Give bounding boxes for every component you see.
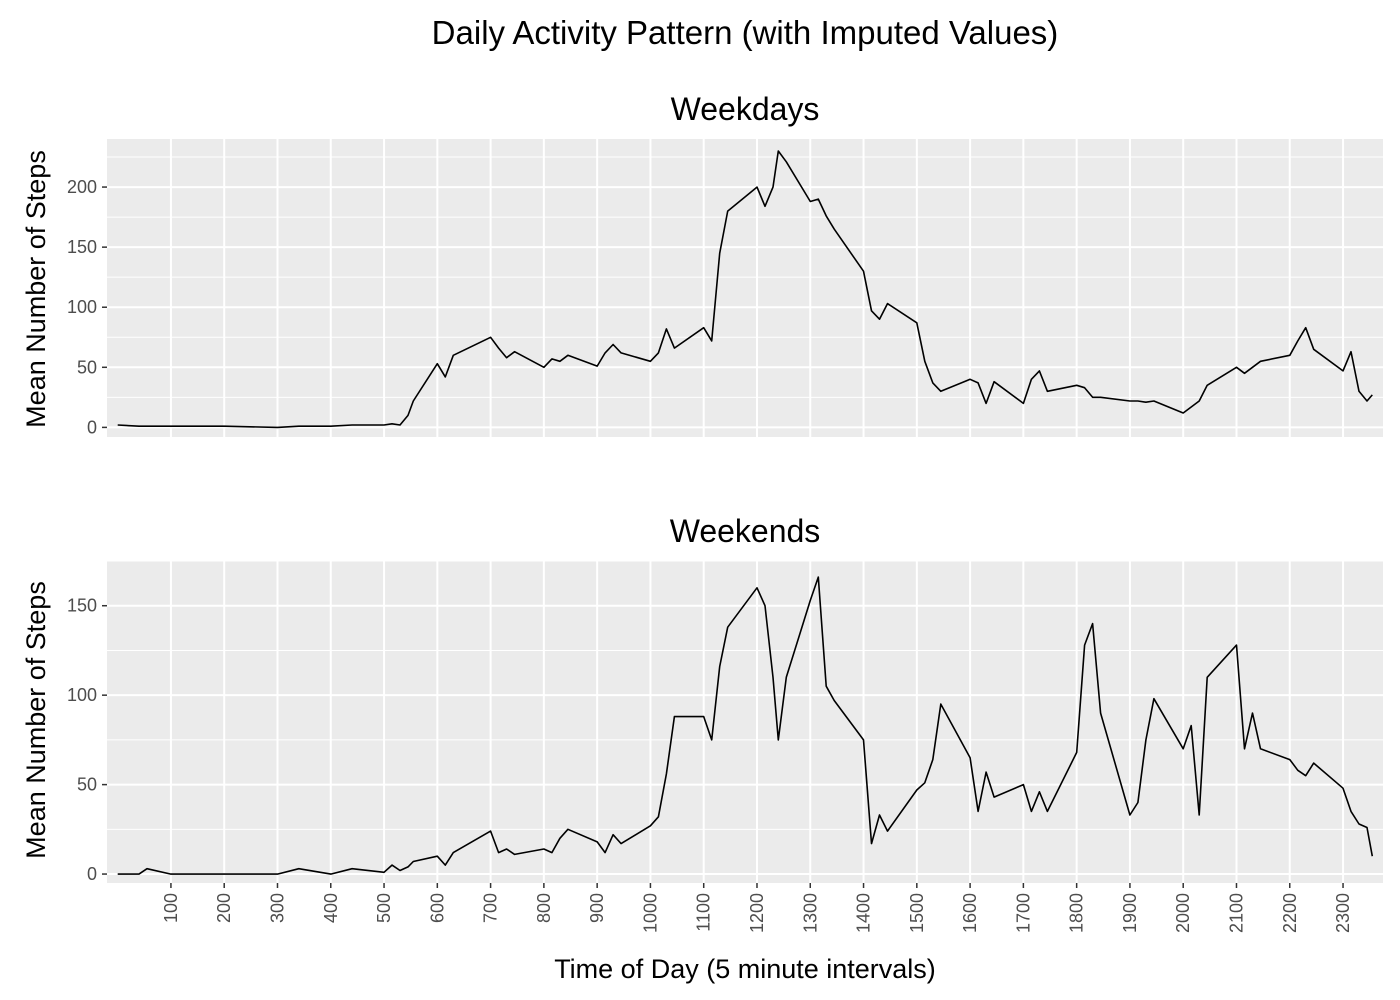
- facet-title-weekends: Weekends: [670, 513, 821, 549]
- y-tick-label: 150: [67, 596, 97, 616]
- x-tick-label: 2200: [1280, 893, 1300, 933]
- x-tick-label: 900: [587, 893, 607, 923]
- x-tick-label: 1500: [907, 893, 927, 933]
- y-tick-label: 100: [67, 685, 97, 705]
- x-tick-label: 200: [214, 893, 234, 923]
- y-tick-label: 50: [77, 775, 97, 795]
- x-tick-label: 600: [427, 893, 447, 923]
- x-tick-label: 800: [534, 893, 554, 923]
- x-tick-label: 1900: [1120, 893, 1140, 933]
- y-tick-label: 150: [67, 237, 97, 257]
- y-tick-label: 100: [67, 297, 97, 317]
- series-line-weekdays: [117, 150, 1373, 429]
- x-axis-ticks: 100 200 300 400 500 600 700 800 900 1000 1100 1200 1…: [161, 883, 1353, 933]
- y-tick-label: 50: [77, 357, 97, 377]
- y-tick-label: 0: [87, 864, 97, 884]
- panel-background: [107, 139, 1383, 437]
- x-tick-label: 1600: [960, 893, 980, 933]
- x-tick-label: 100: [161, 893, 181, 923]
- x-tick-label: 1300: [800, 893, 820, 933]
- x-tick-label: 1400: [854, 893, 874, 933]
- facet-title-weekdays: Weekdays: [671, 91, 820, 127]
- x-tick-label: 1700: [1013, 893, 1033, 933]
- x-tick-label: 2100: [1226, 893, 1246, 933]
- y-tick-label: 200: [67, 177, 97, 197]
- x-tick-label: 2000: [1173, 893, 1193, 933]
- x-tick-label: 1000: [640, 893, 660, 933]
- y-axis-title-weekends: Mean Number of Steps: [21, 581, 51, 859]
- x-tick-label: 400: [321, 893, 341, 923]
- x-tick-label: 300: [267, 893, 287, 923]
- chart-title: Daily Activity Pattern (with Imputed Val…: [432, 14, 1059, 51]
- x-tick-label: 2300: [1333, 893, 1353, 933]
- x-tick-label: 700: [481, 893, 501, 923]
- x-tick-label: 1100: [694, 893, 714, 932]
- x-tick-label: 500: [374, 893, 394, 923]
- series-line-weekends: [117, 576, 1374, 875]
- x-tick-label: 1800: [1067, 893, 1087, 933]
- y-tick-label: 0: [87, 417, 97, 437]
- x-tick-label: 1200: [747, 893, 767, 933]
- x-axis-title: Time of Day (5 minute intervals): [554, 954, 936, 984]
- y-axis-title-weekdays: Mean Number of Steps: [21, 150, 51, 428]
- panel-weekdays: 0 50 100 150 200: [67, 139, 1383, 437]
- panel-background: [107, 561, 1383, 883]
- panel-weekends: 0 50 100 150: [67, 560, 1383, 884]
